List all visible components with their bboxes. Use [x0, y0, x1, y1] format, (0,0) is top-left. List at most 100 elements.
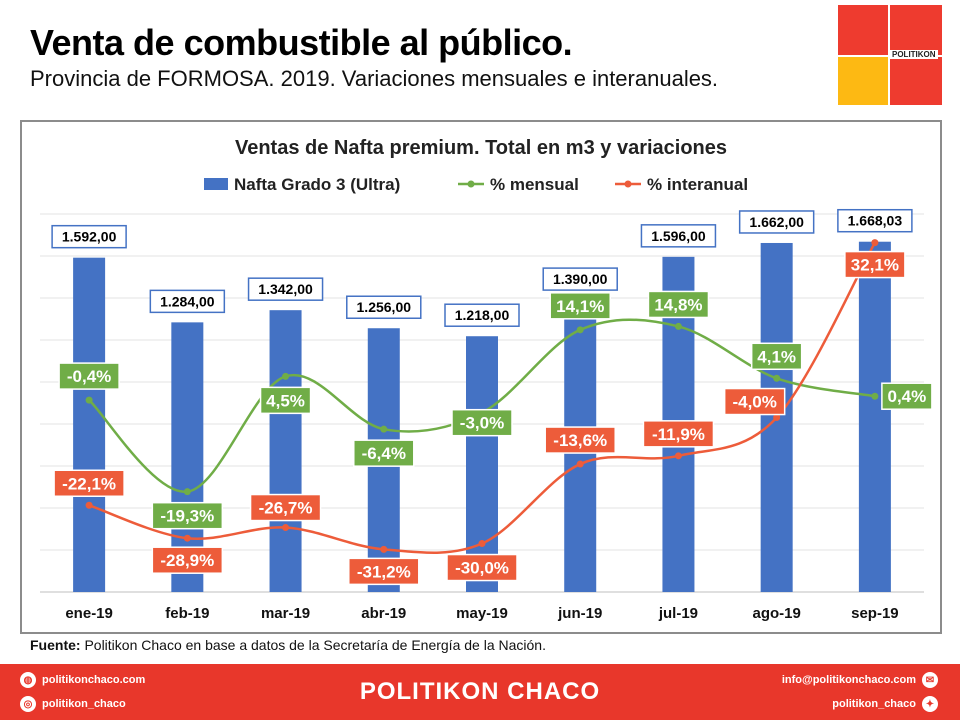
- interannual-point: [871, 239, 879, 247]
- interannual-point: [773, 414, 781, 422]
- legend-swatch-marker: [467, 180, 475, 188]
- monthly-point: [282, 372, 290, 380]
- monthly-point: [380, 425, 388, 433]
- monthly-value-label: 14,8%: [654, 295, 702, 314]
- monthly-value-label: 14,1%: [556, 297, 604, 316]
- interannual-value-label: -4,0%: [732, 393, 776, 412]
- monthly-value-label: -0,4%: [67, 367, 111, 386]
- bar: [73, 257, 106, 592]
- bar-value-label: 1.390,00: [553, 271, 608, 287]
- x-tick-label: feb-19: [165, 605, 209, 622]
- bar-label-box: [149, 289, 226, 314]
- monthly-label-box: [259, 386, 312, 415]
- footer-web[interactable]: ◍ politikonchaco.com: [20, 672, 145, 688]
- monthly-point: [183, 488, 191, 496]
- footer-email-text: info@politikonchaco.com: [781, 674, 916, 686]
- bar: [466, 336, 498, 592]
- monthly-value-label: -3,0%: [460, 414, 504, 433]
- bar-label-box: [640, 224, 717, 248]
- footer-instagram[interactable]: ◎ politikon_chaco: [20, 696, 126, 712]
- interannual-value-label: -22,1%: [62, 474, 116, 493]
- x-tick-label: jun-19: [557, 605, 602, 622]
- bar-value-label: 1.342,00: [258, 281, 313, 297]
- monthly-point: [85, 396, 93, 404]
- legend-entry: % interanual: [647, 175, 748, 194]
- monthly-point: [871, 392, 879, 400]
- interannual-value-label: -28,9%: [160, 551, 214, 570]
- footer-instagram-text: politikon_chaco: [42, 698, 126, 710]
- bar-label-box: [542, 267, 618, 291]
- monthly-point: [674, 322, 682, 330]
- legend-swatch-marker: [624, 180, 632, 188]
- interannual-value-label: -31,2%: [357, 562, 411, 581]
- interannual-value-label: 32,1%: [851, 256, 899, 275]
- x-tick-label: sep-19: [851, 605, 899, 622]
- legend-swatch-bar: [204, 178, 228, 190]
- legend-entry: Nafta Grado 3 (Ultra): [234, 175, 400, 194]
- interannual-label-box: [249, 493, 322, 522]
- bar: [858, 241, 891, 593]
- monthly-label-box: [549, 292, 611, 320]
- footer-email[interactable]: info@politikonchaco.com ✉: [782, 672, 938, 688]
- footer-web-text: politikonchaco.com: [42, 674, 146, 686]
- source-note: Fuente: Politikon Chaco en base a datos …: [30, 637, 546, 653]
- interannual-label-box: [151, 546, 224, 574]
- source-label: Fuente:: [30, 637, 81, 653]
- bar-label-box: [738, 210, 815, 234]
- monthly-label-box: [353, 439, 415, 467]
- monthly-value-label: -19,3%: [160, 507, 214, 526]
- x-tick-label: abr-19: [361, 605, 406, 622]
- footer-brand: POLITIKON CHACO: [359, 678, 601, 705]
- politikon-logo: POLITIKON: [838, 5, 942, 105]
- bar-value-label: 1.256,00: [357, 299, 412, 315]
- source-text: Politikon Chaco en base a datos de la Se…: [80, 637, 546, 653]
- monthly-label-box: [750, 342, 803, 371]
- chart-container: Ventas de Nafta premium. Total en m3 y v…: [20, 120, 942, 634]
- interannual-label-box: [723, 387, 786, 416]
- monthly-label-box: [151, 501, 224, 530]
- interannual-label-box: [53, 469, 125, 498]
- chart: Ventas de Nafta premium. Total en m3 y v…: [40, 137, 933, 622]
- mail-icon: ✉: [922, 672, 938, 688]
- interannual-point: [380, 545, 388, 553]
- twitter-icon: ✦: [922, 696, 938, 712]
- bar-value-label: 1.668,03: [848, 213, 903, 229]
- footer-twitter[interactable]: politikon_chaco ✦: [832, 696, 938, 712]
- footer-twitter-text: politikon_chaco: [832, 698, 916, 710]
- x-tick-label: may-19: [456, 605, 508, 622]
- bar-label-box: [51, 224, 127, 249]
- x-tick-label: ago-19: [752, 605, 800, 622]
- instagram-icon: ◎: [20, 696, 36, 712]
- interannual-value-label: -11,9%: [652, 425, 705, 444]
- interannual-point: [576, 460, 584, 468]
- interannual-point: [85, 501, 93, 509]
- interannual-label-box: [446, 553, 518, 582]
- monthly-label-box: [451, 408, 513, 437]
- bar-value-label: 1.662,00: [749, 214, 804, 230]
- bar-value-label: 1.284,00: [160, 293, 215, 309]
- interannual-point: [282, 524, 290, 532]
- interannual-label-box: [348, 557, 420, 586]
- x-tick-label: mar-19: [261, 605, 310, 622]
- interannual-point: [478, 540, 486, 548]
- monthly-value-label: -6,4%: [362, 444, 406, 463]
- interannual-label-box: [642, 420, 715, 448]
- bar-label-box: [346, 295, 422, 319]
- bar-value-label: 1.218,00: [455, 307, 510, 323]
- monthly-label-box: [58, 362, 120, 390]
- monthly-point: [576, 326, 584, 334]
- interannual-value-label: -30,0%: [455, 559, 509, 578]
- bar-label-box: [837, 208, 913, 233]
- interannual-value-label: -26,7%: [259, 499, 313, 518]
- interannual-label-box: [544, 426, 616, 454]
- bar-label-box: [444, 303, 520, 327]
- bar-label-box: [247, 277, 324, 301]
- interannual-label-box: [844, 250, 906, 279]
- bar-value-label: 1.592,00: [62, 229, 117, 245]
- x-tick-label: ene-19: [65, 605, 113, 622]
- monthly-label-box: [881, 382, 933, 410]
- page-subtitle: Provincia de FORMOSA. 2019. Variaciones …: [30, 66, 719, 91]
- interannual-value-label: -13,6%: [553, 431, 607, 450]
- footer-bar: ◍ politikonchaco.com ◎ politikon_chaco POL…: [0, 664, 960, 720]
- x-tick-label: jul-19: [658, 605, 698, 622]
